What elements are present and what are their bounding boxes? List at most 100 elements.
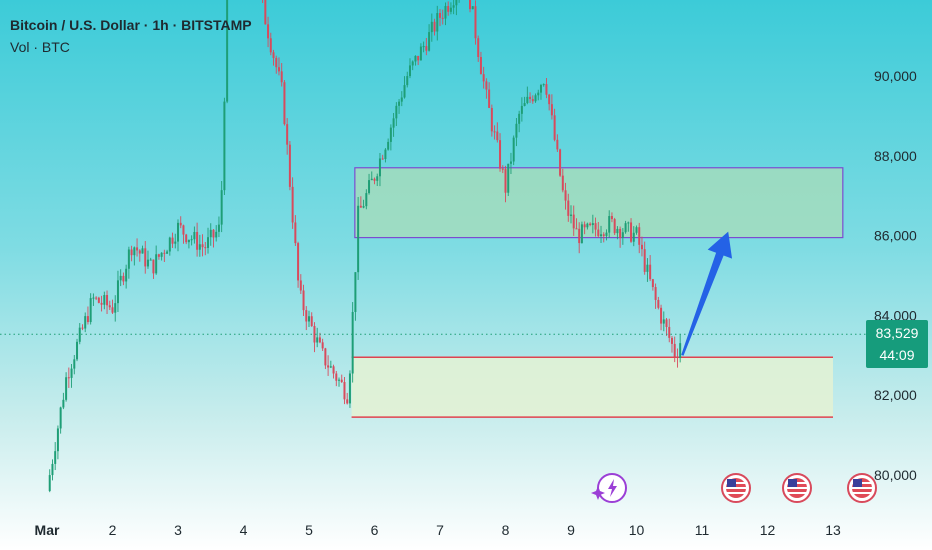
candle-body [518, 113, 521, 124]
candle-body [204, 247, 207, 249]
candle-body [54, 451, 57, 464]
candle-body [84, 316, 87, 329]
volume-label: Vol · BTC [10, 39, 70, 55]
candle-body [575, 228, 578, 230]
candle-body [348, 373, 351, 404]
flag-canton [788, 479, 797, 487]
flag-stripe [726, 487, 746, 489]
candle-body [264, 0, 267, 25]
candle-body [146, 259, 149, 267]
candle-body [95, 297, 98, 299]
candle-body [378, 158, 381, 177]
candle-body [504, 169, 507, 193]
candle-body [103, 295, 106, 305]
candle-body [286, 124, 289, 145]
candle-body [398, 101, 401, 106]
x-tick-label: Mar [35, 522, 60, 538]
projection-arrow [681, 231, 733, 356]
candle-body [291, 186, 294, 223]
candle-body [324, 348, 327, 366]
candle-body [305, 310, 308, 322]
candle-body [578, 228, 581, 244]
candle-body [166, 251, 169, 254]
candle-body [302, 290, 305, 311]
candle-body [297, 243, 300, 281]
candle-body [670, 337, 673, 344]
candle-body [654, 287, 657, 300]
x-tick-label: 2 [109, 522, 117, 538]
candle-body [471, 6, 474, 10]
candle-body [76, 341, 79, 360]
candle-body [567, 200, 570, 216]
candle-body [73, 359, 76, 369]
candle-body [67, 377, 70, 379]
candle-body [318, 337, 321, 343]
candle-body [419, 46, 422, 61]
candle-body [493, 131, 496, 133]
candle-body [343, 382, 346, 400]
chart-header: Bitcoin / U.S. Dollar · 1h · BITSTAMP Vo… [10, 14, 252, 58]
candle-body [621, 232, 624, 239]
candle-body [452, 5, 455, 8]
candle-body [638, 227, 641, 245]
candle-body [89, 298, 92, 323]
sparkle-star [591, 486, 605, 500]
candle-body [417, 55, 420, 61]
candle-body [605, 232, 608, 236]
last-price-value: 83,529 [875, 325, 919, 341]
candle-body [70, 368, 73, 378]
candle-body [329, 366, 332, 368]
candle-body [559, 149, 562, 176]
candle-body [111, 307, 114, 313]
candle-body [572, 214, 575, 229]
candle-body [127, 249, 130, 269]
candle-body [499, 140, 502, 169]
x-tick-label: 3 [174, 522, 182, 538]
candle-body [130, 249, 133, 256]
candle-body [119, 275, 122, 281]
candle-body [155, 254, 158, 274]
candle-body [515, 123, 518, 138]
candle-body [408, 65, 411, 77]
sparkle-flash-icon [591, 473, 627, 503]
candle-body [668, 326, 671, 338]
candle-body [583, 224, 586, 228]
candle-body [534, 95, 537, 102]
candle-body [580, 224, 583, 244]
candle-body [48, 475, 51, 491]
flag-canton [853, 479, 862, 487]
candle-body [646, 264, 649, 272]
y-tick-label: 88,000 [874, 148, 917, 164]
candle-body [144, 248, 147, 267]
candle-body [193, 231, 196, 240]
candle-body [288, 144, 291, 187]
candle-body [163, 252, 166, 254]
candle-body [141, 248, 144, 254]
x-tick-label: 8 [502, 522, 510, 538]
candle-body [395, 105, 398, 119]
x-tick-label: 9 [567, 522, 575, 538]
candle-body [523, 103, 526, 106]
candle-body [212, 229, 215, 238]
candle-body [177, 222, 179, 242]
candle-body [171, 237, 174, 244]
candle-body [594, 223, 597, 230]
candle-body [591, 223, 594, 226]
candle-body [168, 237, 171, 252]
candle-body [100, 302, 103, 305]
candle-body [665, 319, 668, 327]
candle-body [488, 89, 491, 108]
y-tick-label: 84,000 [874, 307, 917, 323]
candle-body [526, 96, 529, 104]
x-tick-label: 11 [695, 522, 710, 538]
candle-body [550, 104, 553, 116]
candle-body [586, 223, 589, 228]
candle-body [553, 115, 556, 140]
candle-body [403, 85, 406, 98]
candle-body [389, 127, 392, 142]
candle-body [62, 399, 65, 408]
candle-body [632, 232, 635, 242]
us-flag-icon [721, 473, 751, 503]
candle-body [485, 81, 488, 90]
